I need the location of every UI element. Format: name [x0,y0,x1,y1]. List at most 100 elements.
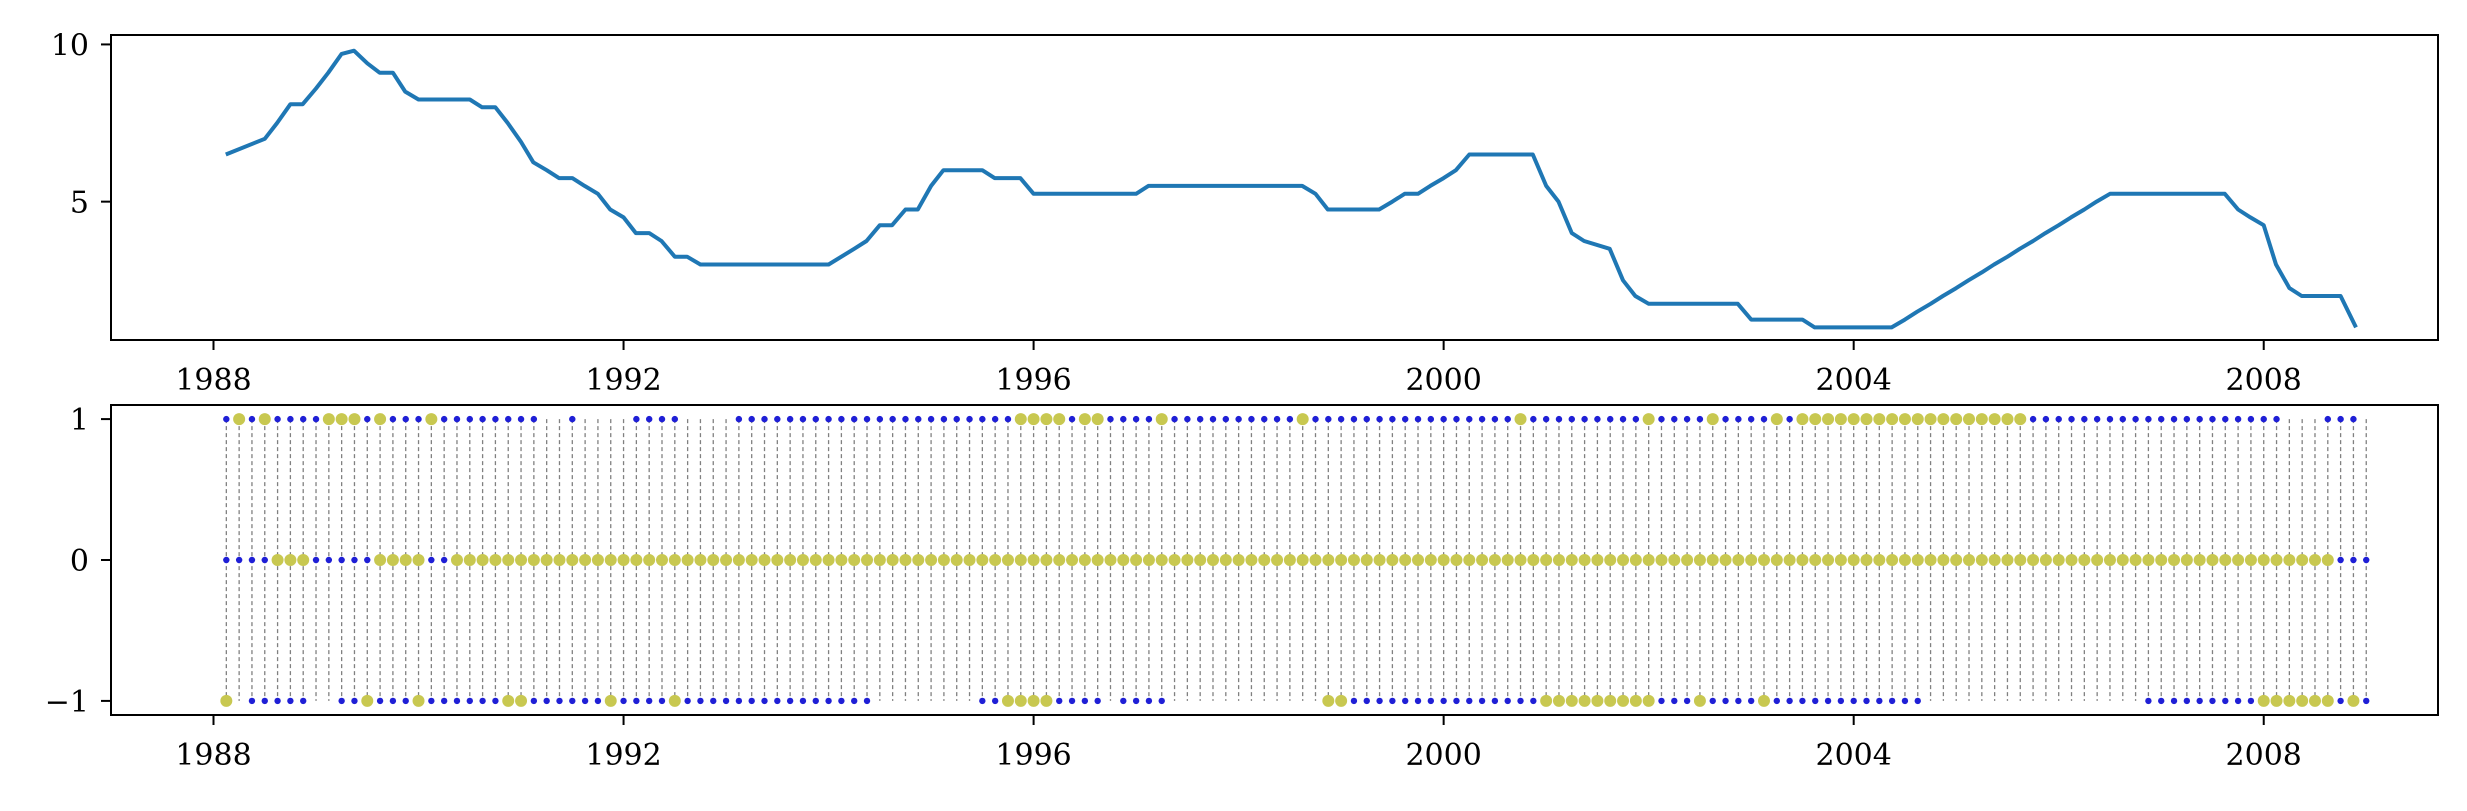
decision-marker-yellow [1232,554,1245,566]
decision-marker-blue [1863,697,1870,705]
decision-marker-yellow [2168,554,2181,566]
decision-marker-blue [543,697,550,705]
decision-marker-blue [1722,415,1729,423]
top-x-tick-label: 1996 [995,363,1071,398]
decision-marker-yellow [1437,554,1450,566]
decision-marker-blue [248,697,256,705]
decision-marker-blue [1056,697,1063,705]
decision-marker-blue [799,415,807,423]
decision-marker-yellow [604,554,617,566]
decision-marker-blue [466,415,473,423]
decision-marker-yellow [1642,413,1655,426]
decision-marker-yellow [2103,554,2116,566]
decision-marker-blue [402,697,409,705]
decision-marker-blue [979,697,986,705]
decision-marker-yellow [937,554,950,566]
decision-marker-yellow [1911,554,1924,566]
decision-marker-blue [1209,415,1217,423]
decision-marker-yellow [1873,554,1886,566]
decision-marker-yellow [2283,554,2296,566]
decision-marker-blue [389,415,397,423]
decision-marker-yellow [1155,413,1168,426]
decision-marker-yellow [2142,554,2155,566]
decision-marker-blue [351,556,358,564]
decision-marker-blue [2209,415,2216,423]
decision-marker-blue [812,697,819,705]
decision-marker-blue [1402,697,1409,705]
decision-marker-blue [351,697,358,705]
decision-marker-yellow [796,554,809,566]
decision-marker-blue [735,697,743,705]
decision-marker-yellow [1809,554,1822,566]
decision-marker-blue [1812,697,1819,705]
decision-marker-yellow [1309,554,1322,566]
decision-marker-yellow [1027,554,1040,566]
decision-marker-blue [2119,415,2126,423]
decision-marker-blue [1786,415,1793,423]
top-x-tick-label: 1992 [585,363,661,398]
decision-marker-yellow [2129,554,2142,566]
decision-marker-yellow [386,554,399,566]
decision-marker-yellow [784,554,797,566]
decision-marker-blue [2247,697,2255,705]
decision-marker-blue [1517,697,1524,705]
decision-marker-yellow [1104,554,1117,566]
decision-marker-yellow [1078,554,1091,566]
decision-marker-blue [2337,415,2344,423]
decision-marker-yellow [1488,554,1501,566]
decision-marker-yellow [1834,554,1847,566]
decision-marker-yellow [1860,554,1873,566]
decision-marker-yellow [2116,554,2129,566]
decision-marker-blue [1440,697,1447,705]
decision-marker-yellow [2270,694,2283,707]
decision-marker-blue [1402,415,1409,423]
decision-marker-blue [2196,415,2203,423]
decision-marker-blue [2363,556,2370,564]
decision-marker-yellow [2308,554,2321,566]
decision-marker-yellow [2001,413,2014,426]
decision-marker-blue [1222,415,1230,423]
decision-marker-yellow [1322,694,1335,707]
decision-marker-yellow [1834,413,1847,426]
decision-marker-blue [440,697,448,705]
decision-marker-blue [300,697,307,705]
decision-marker-blue [1158,697,1165,705]
decision-marker-yellow [258,413,271,426]
decision-marker-blue [1440,415,1447,423]
decision-marker-blue [825,697,832,705]
decision-marker-blue [799,697,807,705]
decision-marker-blue [453,415,461,423]
decision-marker-blue [2337,556,2344,564]
decision-marker-blue [1453,697,1460,705]
decision-marker-blue [1491,697,1499,705]
decision-marker-yellow [925,554,938,566]
decision-marker-blue [1248,415,1255,423]
decision-marker-blue [786,697,794,705]
decision-marker-blue [569,415,576,423]
decision-marker-yellow [1578,694,1591,707]
decision-marker-blue [1876,697,1883,705]
decision-marker-blue [863,415,871,423]
decision-marker-blue [2106,415,2114,423]
top-x-tick-label: 2008 [2226,363,2302,398]
decision-marker-yellow [1424,554,1437,566]
decision-marker-yellow [2308,694,2321,707]
decision-marker-yellow [412,694,425,707]
decision-marker-yellow [1078,413,1091,426]
decision-marker-yellow [2257,554,2270,566]
decision-marker-yellow [2014,413,2027,426]
bottom-x-tick-label: 2004 [1816,738,1892,773]
bottom-y-tick-label: 0 [70,544,89,579]
decision-marker-blue [684,697,691,705]
decision-marker-yellow [1770,413,1783,426]
decision-marker-blue [223,556,230,564]
decision-marker-yellow [502,554,515,566]
decision-marker-yellow [1988,554,2001,566]
decision-marker-blue [1337,415,1345,423]
decision-marker-blue [645,697,653,705]
decision-marker-yellow [1860,413,1873,426]
decision-marker-yellow [822,554,835,566]
decision-marker-yellow [2078,554,2091,566]
decision-marker-yellow [848,554,861,566]
